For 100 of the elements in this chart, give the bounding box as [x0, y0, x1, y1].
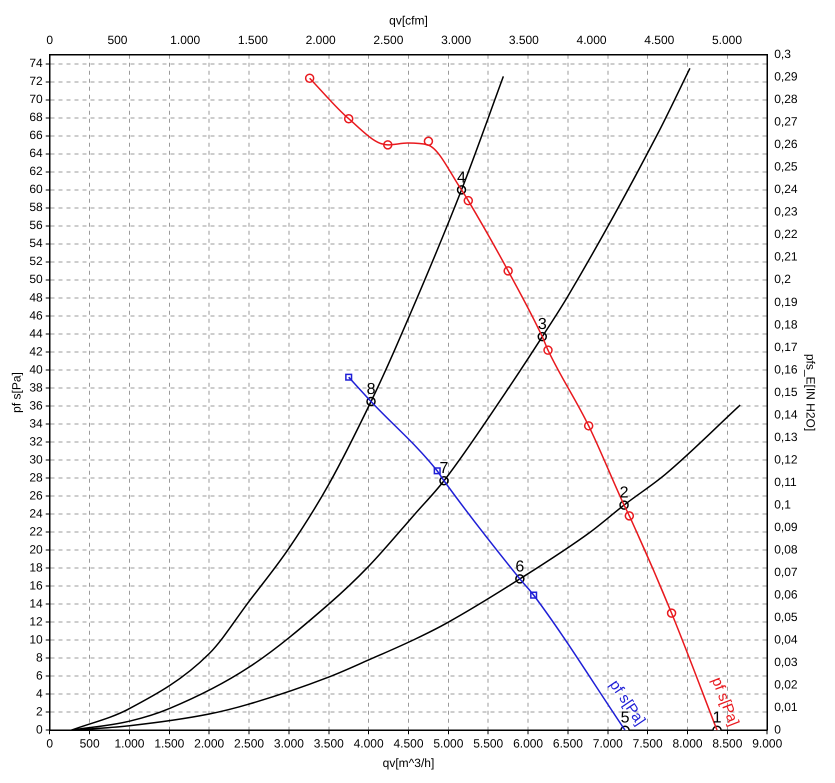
x2-tick-label: 2.000: [306, 32, 336, 47]
x2-tick-label: 0: [46, 32, 54, 47]
x-tick-label: 8.000: [672, 736, 703, 751]
y-tick-label: 66: [29, 128, 44, 142]
x-tick-label: 7.500: [632, 736, 663, 751]
y2-tick-label: 0,29: [774, 70, 798, 84]
y2-tick-label: 0,04: [774, 632, 798, 646]
y-tick-label: 74: [29, 56, 44, 70]
y2-tick-label: 0,11: [774, 474, 798, 489]
y2-tick-label: 0,09: [774, 520, 798, 534]
annotation: 4: [457, 169, 466, 186]
y2-tick-label: 0,23: [774, 204, 798, 219]
y-tick-label: 30: [29, 452, 44, 466]
y2-tick-label: 0,2: [774, 272, 792, 286]
x-tick-label: 4.500: [393, 736, 424, 751]
x2-tick-label: 4.500: [644, 32, 675, 47]
annotation: 7: [440, 460, 449, 478]
x2-tick-label: 3.000: [441, 32, 472, 47]
y2-tick-label: 0,18: [774, 317, 798, 332]
y-tick-label: 72: [29, 74, 44, 88]
y-tick-label: 16: [29, 578, 44, 592]
annotation: 8: [366, 380, 376, 398]
y2-tick-label: 0: [774, 722, 782, 737]
y2-tick-label: 0,06: [774, 587, 798, 602]
x-tick-label: 1.500: [154, 736, 185, 751]
y-tick-label: 58: [29, 200, 44, 214]
y2-tick-label: 0,27: [774, 114, 798, 129]
y-tick-label: 40: [29, 362, 44, 376]
x2-tick-label: 500: [107, 32, 128, 47]
y-tick-label: 52: [29, 254, 44, 268]
y-tick-label: 38: [29, 380, 44, 394]
y-tick-label: 50: [29, 272, 44, 286]
x-tick-label: 6.500: [552, 736, 584, 751]
x2-tick-label: 1.500: [238, 32, 268, 47]
y-tick-label: 0: [36, 722, 44, 737]
y2-tick-label: 0,08: [774, 542, 798, 556]
y2-tick-label: 0,01: [774, 700, 798, 714]
x2-tick-label: 2.500: [373, 32, 404, 47]
y2-tick-label: 0,22: [774, 227, 798, 242]
y-tick-label: 20: [29, 542, 44, 556]
y-tick-label: 22: [29, 524, 44, 538]
y2-tick-label: 0,25: [774, 160, 798, 174]
y-tick-label: 6: [36, 668, 44, 682]
y2-tick-label: 0,12: [774, 452, 798, 466]
x-tick-label: 500: [80, 736, 100, 751]
y2-tick-label: 0,16: [774, 362, 798, 376]
y-tick-label: 12: [29, 614, 44, 628]
x-tick-label: 2.500: [234, 736, 264, 751]
x-tick-label: 4.000: [354, 736, 384, 751]
y2-tick-label: 0,21: [774, 250, 798, 264]
x-tick-label: 3.500: [314, 736, 344, 751]
y-tick-label: 42: [29, 344, 44, 358]
y-tick-label: 32: [29, 434, 44, 448]
y2-tick-label: 0,17: [774, 340, 798, 354]
y2-tick-label: 0,3: [774, 47, 792, 62]
x2-axis-title: qv[cfm]: [389, 14, 428, 28]
y-tick-label: 64: [29, 146, 44, 160]
annotation: 6: [515, 558, 524, 576]
x-tick-label: 3.000: [274, 736, 304, 751]
x2-tick-label: 3.500: [508, 32, 540, 47]
y2-tick-label: 0,1: [774, 497, 792, 512]
y2-tick-label: 0,13: [774, 430, 798, 444]
y2-tick-label: 0,07: [774, 564, 798, 579]
y-tick-label: 44: [29, 326, 44, 340]
x2-tick-label: 1.000: [170, 32, 201, 47]
y-tick-label: 56: [29, 218, 44, 232]
y-tick-label: 54: [29, 236, 44, 250]
x-tick-label: 5.000: [433, 736, 464, 751]
y-tick-label: 14: [29, 596, 44, 610]
x-tick-label: 7.000: [592, 736, 624, 751]
y2-tick-label: 0,24: [774, 182, 798, 196]
y-tick-label: 2: [36, 704, 44, 718]
x-tick-label: 9.000: [752, 736, 783, 751]
y2-tick-label: 0,14: [774, 407, 798, 422]
y-tick-label: 48: [29, 290, 44, 304]
x-tick-label: 0: [46, 736, 54, 751]
y-tick-label: 24: [29, 506, 44, 520]
x2-tick-label: 5.000: [712, 32, 742, 47]
y2-tick-label: 0,05: [774, 610, 798, 624]
y-tick-label: 60: [29, 182, 44, 196]
y2-tick-label: 0,28: [774, 92, 798, 106]
annotation: 3: [538, 316, 547, 334]
y2-tick-label: 0,19: [774, 294, 798, 309]
y2-tick-label: 0,03: [774, 654, 798, 669]
annotation: 2: [620, 484, 629, 502]
y-axis-title: pf s[Pa]: [10, 372, 24, 413]
x-tick-label: 5.500: [473, 736, 504, 751]
y-tick-label: 70: [29, 92, 44, 106]
x-tick-label: 6.000: [513, 736, 544, 751]
x2-tick-label: 4.000: [576, 32, 607, 47]
y-tick-label: 28: [29, 470, 44, 484]
y-tick-label: 36: [29, 398, 44, 412]
y2-axis-title: pfs_E[IN H2O]: [803, 354, 818, 432]
y-tick-label: 8: [36, 650, 44, 664]
y2-tick-label: 0,02: [774, 677, 798, 692]
y-tick-label: 34: [29, 416, 44, 430]
y-tick-label: 4: [36, 686, 44, 700]
x-tick-label: 2.000: [194, 736, 225, 751]
x-axis-title: qv[m^3/h]: [382, 756, 434, 770]
y2-tick-label: 0,15: [774, 384, 798, 399]
